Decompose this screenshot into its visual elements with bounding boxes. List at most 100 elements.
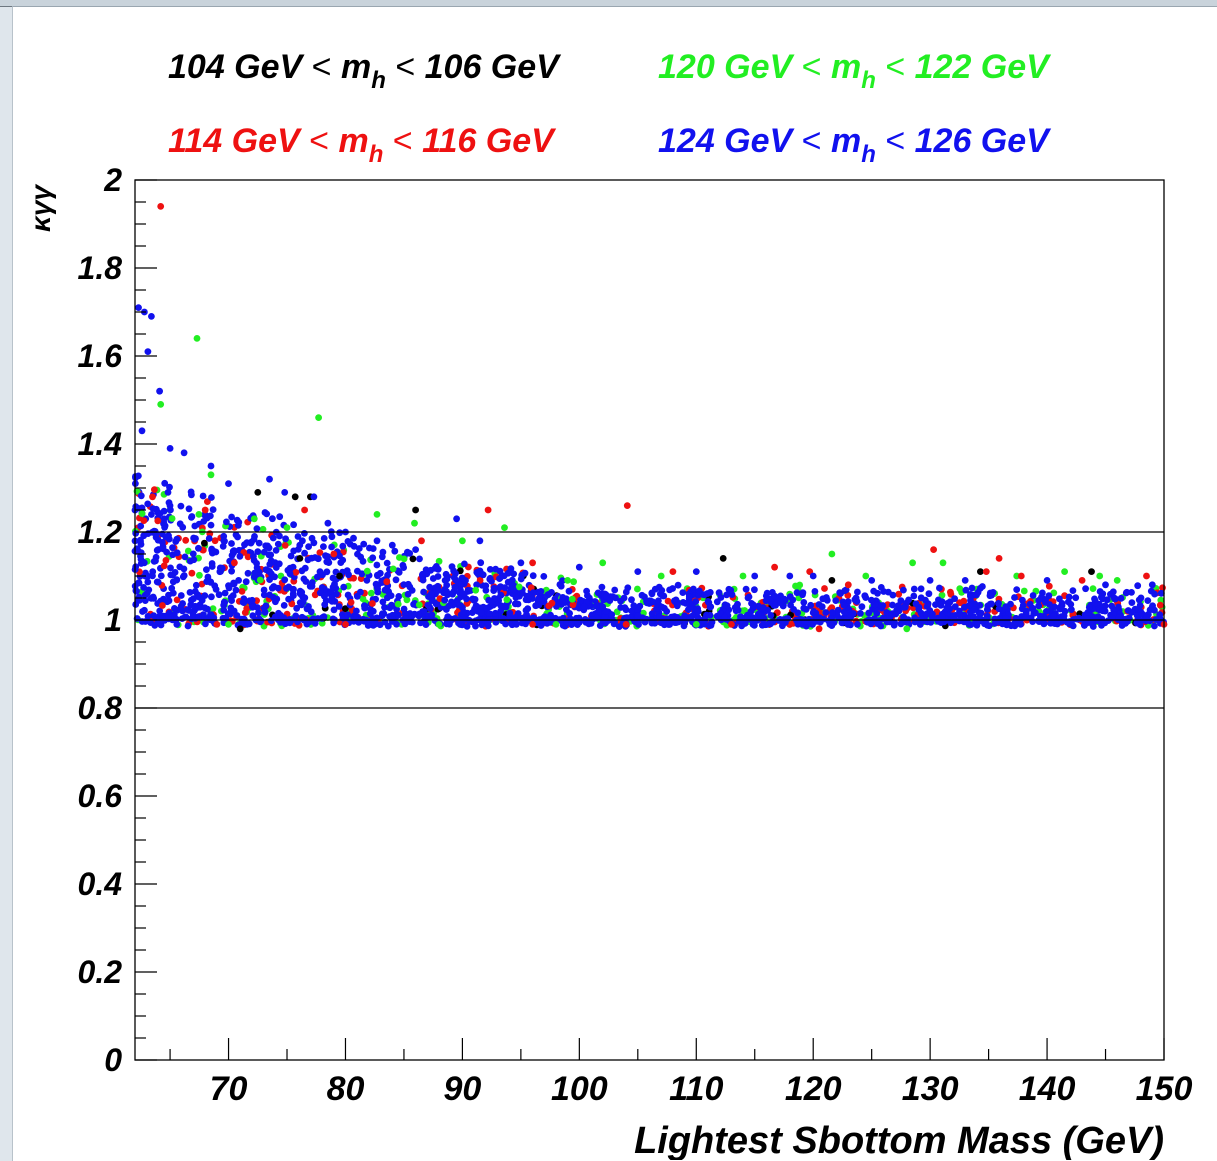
data-point bbox=[983, 606, 991, 613]
data-point bbox=[402, 615, 410, 622]
data-point bbox=[160, 507, 168, 515]
data-point bbox=[1011, 594, 1018, 601]
data-point bbox=[651, 585, 659, 593]
data-point bbox=[471, 605, 478, 613]
data-point bbox=[378, 553, 386, 561]
data-point bbox=[977, 609, 985, 617]
data-point bbox=[575, 563, 583, 571]
data-point bbox=[1045, 582, 1053, 590]
data-point bbox=[1157, 589, 1165, 597]
data-point bbox=[484, 506, 492, 514]
data-point bbox=[233, 612, 241, 619]
data-point bbox=[638, 591, 646, 599]
data-point bbox=[207, 521, 215, 529]
data-point bbox=[713, 598, 721, 606]
data-point bbox=[1135, 596, 1143, 604]
data-point bbox=[265, 544, 273, 552]
data-point bbox=[328, 533, 336, 541]
data-point bbox=[595, 607, 602, 615]
data-point bbox=[1067, 601, 1075, 608]
data-point bbox=[289, 563, 297, 571]
data-point bbox=[400, 555, 408, 563]
data-point bbox=[449, 590, 456, 598]
data-point bbox=[854, 620, 861, 628]
data-point bbox=[233, 516, 241, 524]
data-point bbox=[157, 572, 165, 580]
data-point bbox=[207, 462, 215, 470]
data-point bbox=[596, 622, 604, 629]
data-point bbox=[173, 615, 180, 623]
data-point bbox=[400, 581, 408, 588]
data-point bbox=[163, 598, 171, 606]
data-point bbox=[292, 612, 300, 620]
data-point bbox=[296, 587, 304, 595]
data-point bbox=[411, 519, 418, 527]
data-point bbox=[310, 493, 318, 501]
data-point bbox=[328, 594, 336, 601]
data-point bbox=[733, 602, 741, 610]
data-point bbox=[635, 621, 642, 628]
data-point bbox=[369, 600, 376, 607]
data-point bbox=[461, 560, 468, 568]
data-point bbox=[523, 611, 530, 618]
data-point bbox=[492, 609, 499, 617]
data-point bbox=[854, 588, 861, 596]
data-point bbox=[1118, 622, 1126, 629]
data-point bbox=[176, 520, 184, 528]
data-point bbox=[242, 578, 250, 586]
data-point bbox=[584, 592, 591, 599]
data-point bbox=[228, 567, 236, 575]
data-point bbox=[369, 545, 377, 552]
data-point bbox=[510, 586, 517, 594]
data-point bbox=[144, 612, 152, 620]
data-point bbox=[974, 588, 982, 596]
y-tick-label: 1.2 bbox=[78, 514, 123, 550]
data-point bbox=[666, 621, 673, 628]
data-point bbox=[249, 612, 257, 620]
data-point bbox=[137, 536, 144, 544]
data-point bbox=[426, 583, 434, 591]
data-point bbox=[1022, 613, 1030, 621]
data-point bbox=[894, 602, 902, 610]
data-point bbox=[308, 554, 316, 562]
data-point bbox=[680, 622, 688, 630]
data-point bbox=[227, 604, 235, 612]
data-point bbox=[895, 590, 903, 598]
data-point bbox=[330, 550, 338, 558]
data-point bbox=[486, 566, 494, 573]
data-point bbox=[160, 515, 168, 523]
y-tick-label: 0 bbox=[104, 1042, 122, 1078]
data-point bbox=[648, 610, 656, 617]
data-point bbox=[707, 603, 715, 611]
data-point bbox=[967, 592, 974, 600]
data-point bbox=[1029, 605, 1036, 612]
data-point bbox=[185, 607, 193, 614]
data-point bbox=[196, 571, 203, 579]
data-point bbox=[254, 548, 262, 555]
data-point bbox=[487, 598, 495, 606]
data-point bbox=[821, 585, 828, 592]
data-point bbox=[192, 535, 199, 542]
data-point bbox=[139, 608, 146, 615]
data-point bbox=[445, 602, 453, 610]
data-point bbox=[188, 569, 196, 577]
data-point bbox=[956, 611, 963, 619]
x-tick-label: 140 bbox=[1019, 1070, 1076, 1108]
data-point bbox=[686, 614, 694, 621]
data-point bbox=[529, 621, 536, 628]
data-point bbox=[512, 617, 519, 625]
data-point bbox=[419, 576, 427, 584]
data-point bbox=[157, 401, 165, 408]
data-point bbox=[1040, 620, 1048, 627]
data-point bbox=[344, 538, 352, 545]
data-point bbox=[392, 576, 400, 584]
data-point bbox=[537, 588, 545, 595]
legend-entry: 124 GeV < mh < 126 GeV bbox=[658, 122, 1052, 168]
data-point bbox=[303, 605, 311, 613]
data-point bbox=[501, 524, 508, 531]
data-point bbox=[201, 506, 209, 514]
data-point bbox=[868, 596, 875, 604]
data-point bbox=[434, 565, 442, 573]
data-point bbox=[968, 584, 976, 592]
data-point bbox=[384, 571, 391, 579]
